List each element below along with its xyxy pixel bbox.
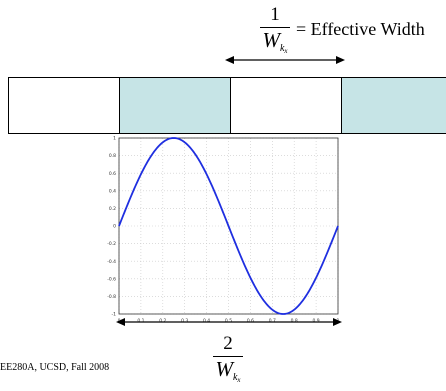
strip-cell-2 <box>120 78 231 133</box>
y-tick-label: -0.6 <box>107 276 116 282</box>
top-fraction-bar <box>260 27 290 28</box>
sine-curve <box>118 137 339 315</box>
x-tick-label: 0.6 <box>247 318 254 324</box>
y-tick-label: -1 <box>112 312 117 318</box>
top-fraction: 1 Wkx <box>260 5 290 62</box>
bottom-fraction: 2 Wkx <box>213 334 243 391</box>
y-tick-label: 0.4 <box>109 188 116 194</box>
period-arrow <box>116 318 342 326</box>
y-tick-label: 0.8 <box>109 153 116 159</box>
x-tick-label: 0.5 <box>225 318 232 324</box>
x-tick-label: 0.9 <box>313 318 320 324</box>
x-tick-label: 0.7 <box>269 318 276 324</box>
x-tick-label: 0.4 <box>203 318 210 324</box>
top-fraction-numerator: 1 <box>270 4 280 25</box>
sine-plot: 00.10.20.30.40.50.60.70.80.9110.80.60.40… <box>107 136 339 324</box>
x-tick-label: 0.3 <box>181 318 188 324</box>
y-tick-label: -0.2 <box>107 241 116 247</box>
bottom-fraction-numerator: 2 <box>223 333 233 354</box>
y-tick-label: 0.2 <box>109 206 116 212</box>
y-tick-label: -0.4 <box>107 259 116 265</box>
y-tick-label: -0.8 <box>107 294 116 300</box>
strip-cell-3 <box>231 78 342 133</box>
effective-width-arrow <box>225 56 345 64</box>
x-tick-label: 0.2 <box>159 318 166 324</box>
top-fraction-denominator: Wkx <box>262 28 288 55</box>
bottom-fraction-bar <box>213 356 243 357</box>
y-tick-label: 1 <box>113 136 116 142</box>
x-tick-label: 0.1 <box>137 318 144 324</box>
footer-course-label: EE280A, UCSD, Fall 2008 <box>0 362 110 373</box>
strip-cell-1 <box>9 78 120 133</box>
bottom-fraction-denominator: Wkx <box>215 357 241 384</box>
y-tick-label: 0.6 <box>109 171 116 177</box>
effective-width-label: = Effective Width <box>296 19 425 39</box>
x-tick-label: 0.8 <box>291 318 298 324</box>
plot-tick-labels: 00.10.20.30.40.50.60.70.80.9110.80.60.40… <box>107 136 339 324</box>
y-tick-label: 0 <box>113 224 116 230</box>
cell-strip <box>8 77 446 134</box>
strip-cell-4 <box>342 78 446 133</box>
